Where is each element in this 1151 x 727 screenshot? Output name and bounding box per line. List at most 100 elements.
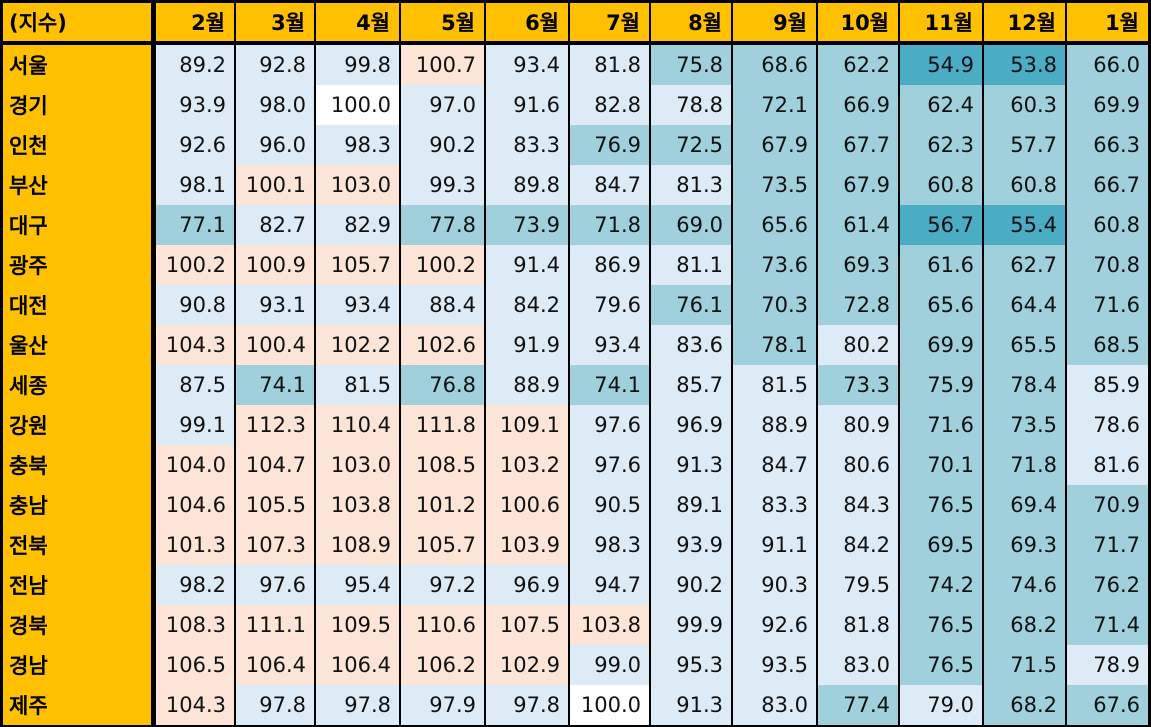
heatmap-cell: 79.6 xyxy=(570,285,649,325)
month-header: 6월 xyxy=(486,3,568,41)
heatmap-cell: 99.8 xyxy=(316,45,399,85)
month-header: 3월 xyxy=(236,3,314,41)
heatmap-cell: 69.4 xyxy=(984,485,1065,525)
heatmap-cell: 104.6 xyxy=(156,485,234,525)
heatmap-cell: 90.2 xyxy=(651,565,731,605)
heatmap-cell: 70.3 xyxy=(733,285,816,325)
heatmap-cell: 89.8 xyxy=(486,165,568,205)
region-label: 대구 xyxy=(3,205,151,245)
heatmap-cell: 102.6 xyxy=(401,325,484,365)
heatmap-cell: 80.9 xyxy=(818,405,898,445)
heatmap-cell: 100.2 xyxy=(156,245,234,285)
heatmap-cell: 84.2 xyxy=(486,285,568,325)
month-header: 7월 xyxy=(570,3,649,41)
heatmap-cell: 107.5 xyxy=(486,605,568,645)
heatmap-cell: 76.5 xyxy=(900,485,982,525)
region-label: 충북 xyxy=(3,445,151,485)
heatmap-cell: 62.2 xyxy=(818,45,898,85)
heatmap-cell: 74.1 xyxy=(236,365,314,405)
heatmap-cell: 65.6 xyxy=(733,205,816,245)
heatmap-cell: 108.3 xyxy=(156,605,234,645)
heatmap-cell: 102.9 xyxy=(486,645,568,685)
heatmap-cell: 76.9 xyxy=(570,125,649,165)
heatmap-cell: 69.0 xyxy=(651,205,731,245)
month-header: 2월 xyxy=(156,3,234,41)
heatmap-cell: 92.6 xyxy=(156,125,234,165)
heatmap-cell: 84.7 xyxy=(733,445,816,485)
heatmap-cell: 104.0 xyxy=(156,445,234,485)
heatmap-cell: 88.9 xyxy=(733,405,816,445)
heatmap-cell: 112.3 xyxy=(236,405,314,445)
heatmap-cell: 65.5 xyxy=(984,325,1065,365)
heatmap-cell: 76.2 xyxy=(1067,565,1148,605)
region-label: 전북 xyxy=(3,525,151,565)
heatmap-cell: 105.7 xyxy=(316,245,399,285)
heatmap-cell: 80.2 xyxy=(818,325,898,365)
heatmap-cell: 84.2 xyxy=(818,525,898,565)
heatmap-cell: 92.6 xyxy=(733,605,816,645)
region-label: 전남 xyxy=(3,565,151,605)
heatmap-cell: 78.1 xyxy=(733,325,816,365)
heatmap-cell: 92.8 xyxy=(236,45,314,85)
heatmap-cell: 72.5 xyxy=(651,125,731,165)
heatmap-cell: 106.5 xyxy=(156,645,234,685)
heatmap-cell: 81.1 xyxy=(651,245,731,285)
heatmap-cell: 64.4 xyxy=(984,285,1065,325)
heatmap-cell: 60.8 xyxy=(900,165,982,205)
heatmap-cell: 81.6 xyxy=(1067,445,1148,485)
heatmap-cell: 73.9 xyxy=(486,205,568,245)
heatmap-cell: 95.4 xyxy=(316,565,399,605)
heatmap-cell: 110.4 xyxy=(316,405,399,445)
heatmap-cell: 74.6 xyxy=(984,565,1065,605)
heatmap-cell: 55.4 xyxy=(984,205,1065,245)
heatmap-cell: 69.3 xyxy=(984,525,1065,565)
heatmap-cell: 97.8 xyxy=(316,685,399,725)
heatmap-cell: 77.1 xyxy=(156,205,234,245)
heatmap-cell: 74.2 xyxy=(900,565,982,605)
heatmap-cell: 96.9 xyxy=(486,565,568,605)
heatmap-cell: 109.1 xyxy=(486,405,568,445)
month-header: 9월 xyxy=(733,3,816,41)
heatmap-cell: 100.1 xyxy=(236,165,314,205)
heatmap-cell: 73.3 xyxy=(818,365,898,405)
heatmap-cell: 105.5 xyxy=(236,485,314,525)
heatmap-cell: 97.6 xyxy=(570,445,649,485)
heatmap-cell: 71.6 xyxy=(900,405,982,445)
heatmap-cell: 84.7 xyxy=(570,165,649,205)
heatmap-cell: 93.1 xyxy=(236,285,314,325)
heatmap-cell: 72.8 xyxy=(818,285,898,325)
heatmap-cell: 66.0 xyxy=(1067,45,1148,85)
region-label: 대전 xyxy=(3,285,151,325)
heatmap-cell: 68.2 xyxy=(984,685,1065,725)
heatmap-cell: 107.3 xyxy=(236,525,314,565)
heatmap-cell: 100.7 xyxy=(401,45,484,85)
heatmap-cell: 71.4 xyxy=(1067,605,1148,645)
heatmap-cell: 68.5 xyxy=(1067,325,1148,365)
heatmap-cell: 69.9 xyxy=(900,325,982,365)
heatmap-cell: 66.9 xyxy=(818,85,898,125)
heatmap-cell: 97.6 xyxy=(570,405,649,445)
heatmap-cell: 73.6 xyxy=(733,245,816,285)
month-header: 10월 xyxy=(818,3,898,41)
heatmap-cell: 91.9 xyxy=(486,325,568,365)
region-label: 경기 xyxy=(3,85,151,125)
region-label: 경북 xyxy=(3,605,151,645)
heatmap-cell: 94.7 xyxy=(570,565,649,605)
region-label: 강원 xyxy=(3,405,151,445)
heatmap-cell: 106.2 xyxy=(401,645,484,685)
heatmap-cell: 96.9 xyxy=(651,405,731,445)
heatmap-cell: 91.1 xyxy=(733,525,816,565)
heatmap-cell: 103.2 xyxy=(486,445,568,485)
heatmap-cell: 91.3 xyxy=(651,445,731,485)
heatmap-cell: 98.3 xyxy=(316,125,399,165)
heatmap-cell: 65.6 xyxy=(900,285,982,325)
month-header: 5월 xyxy=(401,3,484,41)
heatmap-cell: 76.5 xyxy=(900,605,982,645)
heatmap-cell: 73.5 xyxy=(984,405,1065,445)
heatmap-cell: 82.8 xyxy=(570,85,649,125)
heatmap-cell: 104.3 xyxy=(156,325,234,365)
heatmap-cell: 80.6 xyxy=(818,445,898,485)
heatmap-cell: 71.7 xyxy=(1067,525,1148,565)
heatmap-cell: 104.3 xyxy=(156,685,234,725)
